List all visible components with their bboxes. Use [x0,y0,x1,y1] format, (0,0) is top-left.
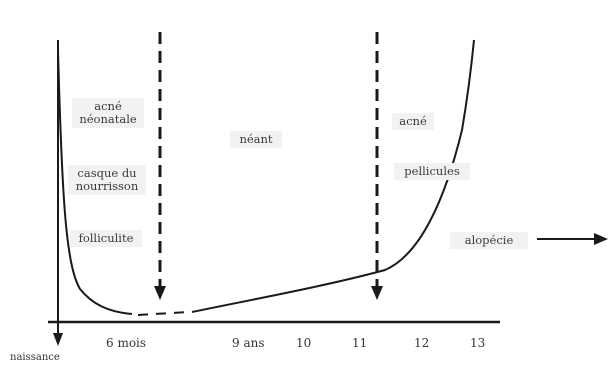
label-acne: acné [392,113,434,130]
axis-label-13: 13 [470,336,486,350]
axis-label-10: 10 [296,336,312,350]
puberty-curve [191,39,475,313]
birth-arrow-head [53,333,63,346]
puberty-arrow-head [371,286,383,300]
neonatal-curve [57,49,133,315]
label-acne-neonatale-line2: néonatale [79,112,137,126]
alopecia-arrow-head [594,233,608,245]
axis-label-6-mois: 6 mois [106,336,147,350]
axis-label-9-ans: 9 ans [232,336,265,350]
label-casque-line1: casque du [77,166,137,180]
label-neant: néant [230,131,282,148]
axis-label-naissance: naissance [10,352,60,363]
label-casque-line2: nourrisson [75,179,139,193]
label-folliculite: folliculite [70,230,142,247]
curve-gap-dashes [137,311,189,316]
axis-label-12: 12 [414,336,430,350]
six-months-arrow-head [154,286,166,300]
axis-label-11: 11 [352,336,368,350]
label-casque-nourrisson: casque du nourrisson [68,165,146,195]
label-acne-neonatale: acné néonatale [72,98,144,128]
label-alopecie: alopécie [450,232,528,249]
label-acne-neonatale-line1: acné [94,99,122,113]
label-pellicules: pellicules [394,163,470,180]
